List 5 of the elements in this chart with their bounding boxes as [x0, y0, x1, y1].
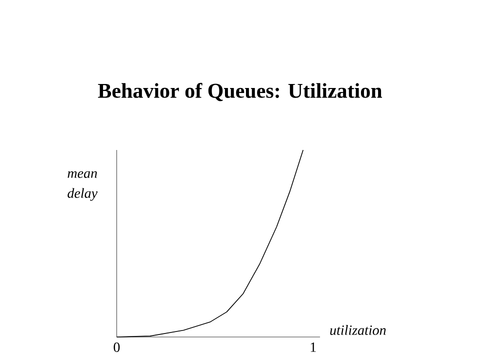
- x-tick-label: 1: [310, 342, 316, 352]
- x-axis-title: utilization: [330, 325, 386, 335]
- x-tick-label: 0: [114, 342, 120, 352]
- chart-title: Behavior of Queues: Utilization: [98, 82, 382, 102]
- y-axis-title: mean delay: [68, 171, 98, 201]
